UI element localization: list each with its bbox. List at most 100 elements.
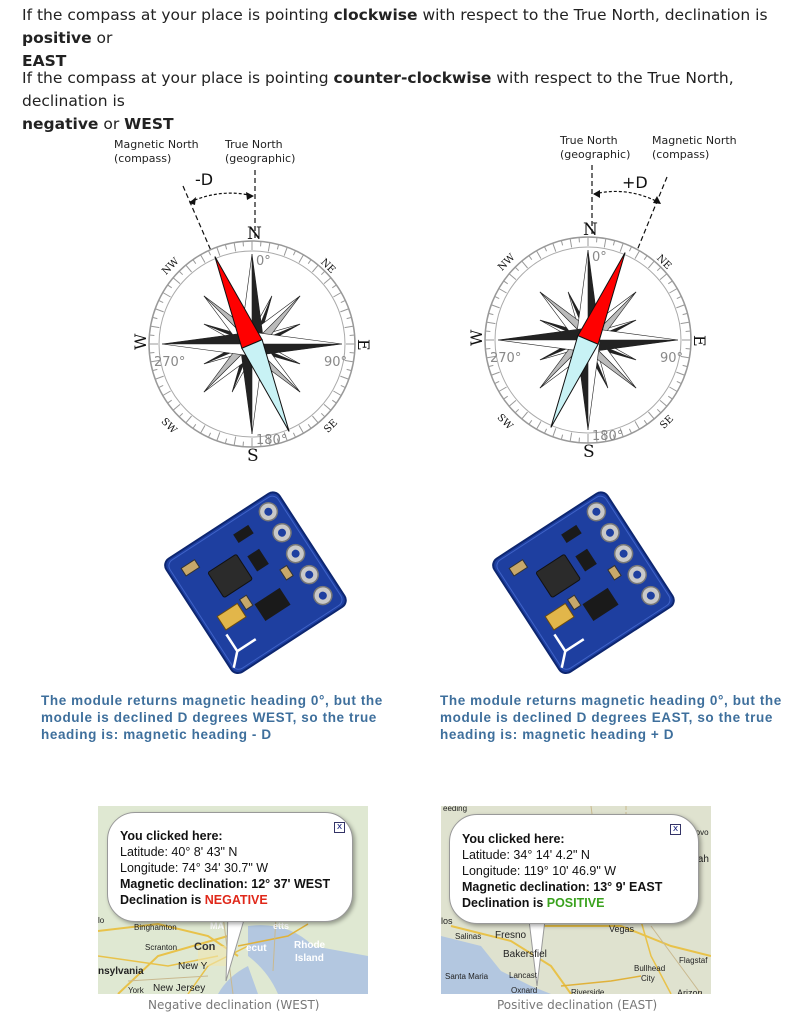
- label-line: Magnetic North: [114, 138, 199, 151]
- compass-0-degree: 0°: [592, 250, 607, 265]
- map-label: Vegas: [609, 924, 635, 934]
- info-declination-value: POSITIVE: [546, 896, 605, 910]
- map-label: Bullhead: [634, 964, 666, 973]
- intro-text: If the compass at your place is pointing: [22, 6, 334, 24]
- compass-e-label: E: [690, 335, 708, 347]
- label-line: True North: [225, 138, 283, 151]
- left-compass-rose: N S E W NE NW SE SW 0° 90° 180° 270°: [132, 224, 372, 464]
- right-compass-module-image: [492, 491, 675, 675]
- left-magnetic-north-label: Magnetic North (compass): [114, 138, 199, 166]
- info-window: You clicked here: Latitude: 40° 8' 43" N…: [107, 812, 353, 922]
- compass-270-degree: 270°: [490, 351, 521, 366]
- compass-sw-label: SW: [159, 416, 179, 436]
- map-label: nsylvania: [98, 966, 144, 977]
- info-longitude: Longitude: 119° 10' 46.9" W: [462, 864, 617, 878]
- intro-bold-negative: negative: [22, 115, 99, 133]
- label-line: Magnetic North: [652, 134, 737, 147]
- left-declination-symbol: -D: [195, 170, 214, 189]
- intro-text: or: [91, 29, 113, 47]
- map-label: City: [641, 974, 655, 983]
- map-label: Fresno: [495, 930, 527, 941]
- intro-text: If the compass at your place is pointing: [22, 69, 334, 87]
- map-label: Oxnard: [511, 986, 538, 994]
- map-label: New Y: [178, 961, 208, 972]
- intro-text: or: [98, 115, 125, 133]
- left-compass-module-image: [164, 491, 347, 675]
- compass-90-degree: 90°: [660, 351, 683, 366]
- info-magnetic-declination: Magnetic declination: 13° 9' EAST: [462, 880, 663, 894]
- map-label: New Jersey: [153, 983, 206, 994]
- compass-180-degree: 180°: [256, 433, 287, 448]
- right-declination-map[interactable]: eeding rovo tah Vegas Salinas los Fresno…: [441, 806, 711, 994]
- map-label: Island: [295, 953, 324, 964]
- compass-w-label: W: [468, 329, 486, 346]
- map-label: Con: [194, 941, 216, 953]
- intro-bold-west: WEST: [124, 115, 174, 133]
- info-title: You clicked here:: [120, 829, 223, 843]
- close-icon[interactable]: x: [670, 824, 681, 835]
- compass-270-degree: 270°: [154, 355, 185, 370]
- info-longitude: Longitude: 74° 34' 30.7" W: [120, 861, 269, 875]
- compass-s-label: S: [583, 442, 595, 460]
- right-map-caption: Positive declination (EAST): [497, 998, 658, 1012]
- compass-n-label: N: [583, 220, 598, 240]
- map-label: eeding: [443, 806, 468, 813]
- compass-needle: [550, 252, 626, 428]
- compass-se-label: SE: [322, 418, 340, 436]
- left-declination-map[interactable]: Binghamton lo Scranton Con ecut Rhode Is…: [98, 806, 368, 994]
- info-window: You clicked here: Latitude: 34° 14' 4.2"…: [449, 814, 699, 924]
- info-latitude: Latitude: 40° 8' 43" N: [120, 845, 238, 859]
- label-line: (compass): [652, 148, 710, 161]
- compass-180-degree: 180°: [592, 429, 623, 444]
- map-label: lo: [98, 916, 105, 925]
- map-label: ecut: [246, 943, 267, 954]
- info-declination-value: NEGATIVE: [204, 893, 268, 907]
- map-label: Arizon: [677, 988, 703, 994]
- map-label: Lancast: [509, 971, 538, 980]
- intro-bold-positive: positive: [22, 29, 92, 47]
- compass-sw-label: SW: [495, 412, 515, 432]
- map-label: Scranton: [145, 943, 178, 952]
- label-line: (geographic): [560, 148, 631, 161]
- map-label: etts: [273, 921, 290, 931]
- label-line: True North: [560, 134, 618, 147]
- label-line: (geographic): [225, 152, 296, 165]
- compass-s-label: S: [247, 446, 259, 464]
- left-map-caption: Negative declination (WEST): [148, 998, 320, 1012]
- intro-text: with respect to the True North, declinat…: [417, 6, 768, 24]
- label-line: (compass): [114, 152, 172, 165]
- close-icon[interactable]: x: [334, 822, 345, 833]
- compass-se-label: SE: [658, 414, 676, 432]
- info-latitude: Latitude: 34° 14' 4.2" N: [462, 848, 590, 862]
- left-module-caption: The module returns magnetic heading 0°, …: [41, 693, 383, 742]
- compass-needle: [214, 256, 290, 432]
- left-true-north-label: True North (geographic): [225, 138, 295, 166]
- map-label: Riverside: [571, 988, 605, 994]
- info-declination-prefix: Declination is: [462, 896, 547, 910]
- map-label: tah: [695, 854, 709, 865]
- right-true-north-label: True North (geographic): [560, 134, 630, 162]
- compass-n-label: N: [247, 224, 262, 244]
- intro-paragraph-east: If the compass at your place is pointing…: [22, 4, 782, 73]
- intro-bold-clockwise: clockwise: [333, 6, 418, 24]
- module-board: [164, 491, 347, 675]
- map-label: York: [128, 986, 144, 994]
- intro-paragraph-west: If the compass at your place is pointing…: [22, 67, 782, 136]
- intro-text: with respect to the True North, declinat…: [22, 69, 734, 110]
- info-title: You clicked here:: [462, 832, 565, 846]
- map-label: Salinas: [455, 932, 482, 941]
- info-declination-prefix: Declination is: [120, 893, 205, 907]
- compass-0-degree: 0°: [256, 254, 271, 269]
- map-label: los: [441, 916, 453, 926]
- compass-90-degree: 90°: [324, 355, 347, 370]
- map-label: rovo: [693, 828, 709, 837]
- right-magnetic-north-label: Magnetic North (compass): [652, 134, 737, 162]
- intro-bold-counter-clockwise: counter-clockwise: [333, 69, 492, 87]
- compass-w-label: W: [132, 333, 150, 350]
- info-magnetic-declination: Magnetic declination: 12° 37' WEST: [120, 877, 331, 891]
- map-label: Santa Maria: [445, 972, 489, 981]
- map-label: MA: [210, 921, 224, 931]
- right-compass-rose: N S E W NE NW SE SW 0° 90° 180° 270°: [468, 220, 708, 460]
- map-label: Binghamton: [134, 923, 177, 932]
